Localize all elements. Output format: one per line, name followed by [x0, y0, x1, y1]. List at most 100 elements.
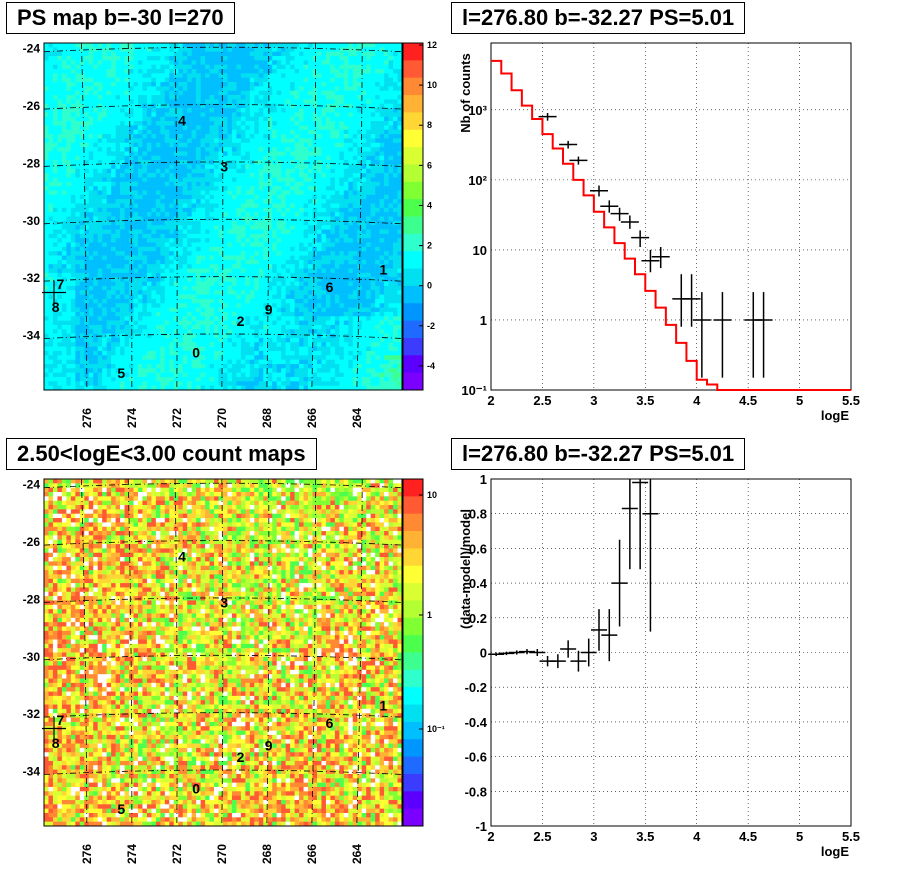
- ps-map-x-tick: 266: [305, 408, 319, 428]
- ps-map-pixels: [44, 43, 403, 391]
- residual-y-tick: 0: [480, 646, 487, 661]
- count-map-colorbar-cell: [403, 773, 423, 792]
- ps-map-colorbar-cell: [403, 268, 423, 287]
- count-map-colorbar-cell: [403, 513, 423, 532]
- ps-map-y-tick: -24: [23, 42, 41, 56]
- count-map-colorbar-cell: [403, 739, 423, 758]
- ps-map-grid-meridian: [266, 42, 270, 391]
- ps-map-x-tick: 264: [350, 408, 364, 428]
- ps-map-source-label: 3: [220, 158, 228, 174]
- residual-x-tick: 3: [590, 829, 597, 844]
- residual-y-tick: -1: [475, 819, 487, 834]
- spectrum-x-tick: 3: [590, 393, 597, 408]
- count-map-grid-meridian: [266, 478, 270, 827]
- ps-map-colorbar-tick: 10: [427, 80, 437, 90]
- count-map-source-label: 0: [192, 781, 200, 797]
- count-map-colorbar-cell: [403, 600, 423, 619]
- ps-map-source-label: 2: [237, 313, 245, 329]
- ps-map-y-tick: -34: [23, 329, 41, 343]
- count-map-colorbar-tick: 10⁻¹: [427, 724, 445, 734]
- count-map-y-tick: -28: [23, 592, 41, 606]
- count-map-source-label: 5: [117, 801, 125, 817]
- ps-map-grid-meridian: [356, 42, 363, 391]
- count-map-colorbar-cell: [403, 669, 423, 688]
- spectrum-x-tick: 2.5: [533, 393, 551, 408]
- spectrum-y-tick: 10⁻¹: [461, 383, 487, 398]
- ps-map-colorbar-cell: [403, 216, 423, 235]
- residual-y-tick: -0.6: [465, 750, 487, 765]
- count-map-x-tick: 272: [170, 844, 184, 864]
- count-map-colorbar-cell: [403, 652, 423, 671]
- ps-map-colorbar-cell: [403, 372, 423, 391]
- count-map-grid-meridian: [127, 478, 133, 827]
- residual-y-tick: 0.8: [469, 507, 487, 522]
- count-map-x-tick: 264: [350, 844, 364, 864]
- ps-map-x-tick: 276: [80, 408, 94, 428]
- count-map-frame: [43, 478, 403, 827]
- residual-x-tick: 4: [693, 829, 701, 844]
- count-map-colorbar-cell: [403, 565, 423, 584]
- count-map-colorbar-cell: [403, 704, 423, 723]
- ps-map-colorbar-cell: [403, 181, 423, 200]
- residual-y-label: (data-model)/model: [458, 509, 473, 629]
- count-map-source-label: 6: [326, 715, 334, 731]
- ps-map-source-label: 0: [192, 345, 200, 361]
- spectrum-title: l=276.80 b=-32.27 PS=5.01: [451, 2, 746, 34]
- count-map-grid-meridian: [356, 478, 363, 827]
- residual-y-tick: 0.2: [469, 611, 487, 626]
- ps-map-source-label: 1: [379, 262, 387, 278]
- count-map-colorbar-tick: 1: [427, 610, 432, 620]
- count-map-source-label: 2: [237, 749, 245, 765]
- count-map-grid-meridian: [81, 478, 88, 827]
- ps-map-colorbar-cell: [403, 199, 423, 217]
- ps-map-colorbar-tick: 12: [427, 40, 437, 50]
- ps-map-colorbar-tick: 4: [427, 200, 432, 210]
- residual-x-tick: 4.5: [739, 829, 757, 844]
- spectrum-x-tick: 4: [693, 393, 701, 408]
- residual-x-tick: 5.5: [842, 829, 860, 844]
- residual-y-tick: 1: [480, 472, 487, 487]
- ps-map-colorbar-tick: 2: [427, 241, 432, 251]
- ps-map-colorbar-cell: [403, 355, 423, 374]
- spectrum-model-line: [491, 59, 851, 391]
- count-map-colorbar-cell: [403, 479, 423, 497]
- ps-map-y-tick: -26: [23, 99, 41, 113]
- ps-map-x-tick: 268: [260, 408, 274, 428]
- count-map-grid-meridian: [221, 478, 224, 827]
- ps-map-frame: [43, 42, 403, 391]
- ps-map-colorbar-cell: [403, 60, 423, 79]
- ps-map-colorbar-cell: [403, 95, 423, 113]
- count-map-colorbar-cell: [403, 635, 423, 653]
- ps-map-colorbar-cell: [403, 320, 423, 339]
- count-map-pixels: [44, 479, 403, 827]
- ps-map-colorbar-cell: [403, 77, 423, 96]
- ps-map-y-tick: -30: [23, 214, 41, 228]
- ps-map-colorbar-tick: -4: [427, 361, 435, 371]
- count-map-colorbar-cell: [403, 617, 423, 636]
- ps-map-x-tick: 270: [215, 408, 229, 428]
- ps-map-colorbar-cell: [403, 251, 423, 270]
- count-map-colorbar-cell: [403, 808, 423, 827]
- count-map-colorbar-cell: [403, 548, 423, 567]
- count-map-y-tick: -26: [23, 535, 41, 549]
- ps-map-grid-meridian: [311, 42, 316, 391]
- count-map-source-label: 4: [178, 548, 186, 564]
- count-map-x-tick: 274: [125, 844, 139, 864]
- ps-map-colorbar-cell: [403, 129, 423, 148]
- ps-map-colorbar-tick: 0: [427, 281, 432, 291]
- count-map-source-label: 7: [56, 712, 64, 728]
- count-map-source-label: 8: [52, 735, 60, 751]
- count-map-x-tick: 270: [215, 844, 229, 864]
- ps-map-colorbar-cell: [403, 147, 423, 165]
- count-map-source-label: 1: [379, 698, 387, 714]
- spectrum-x-tick: 2: [487, 393, 494, 408]
- count-map-source-label: 9: [265, 738, 273, 754]
- count-map-colorbar-cell: [403, 687, 423, 706]
- ps-map-colorbar: [402, 42, 424, 391]
- spectrum-y-tick: 10³: [468, 103, 487, 118]
- ps-map-colorbar-cell: [403, 337, 423, 356]
- ps-map-source-label: 6: [326, 279, 334, 295]
- ps-map-y-tick: -32: [23, 271, 41, 285]
- residual-x-tick: 3.5: [636, 829, 654, 844]
